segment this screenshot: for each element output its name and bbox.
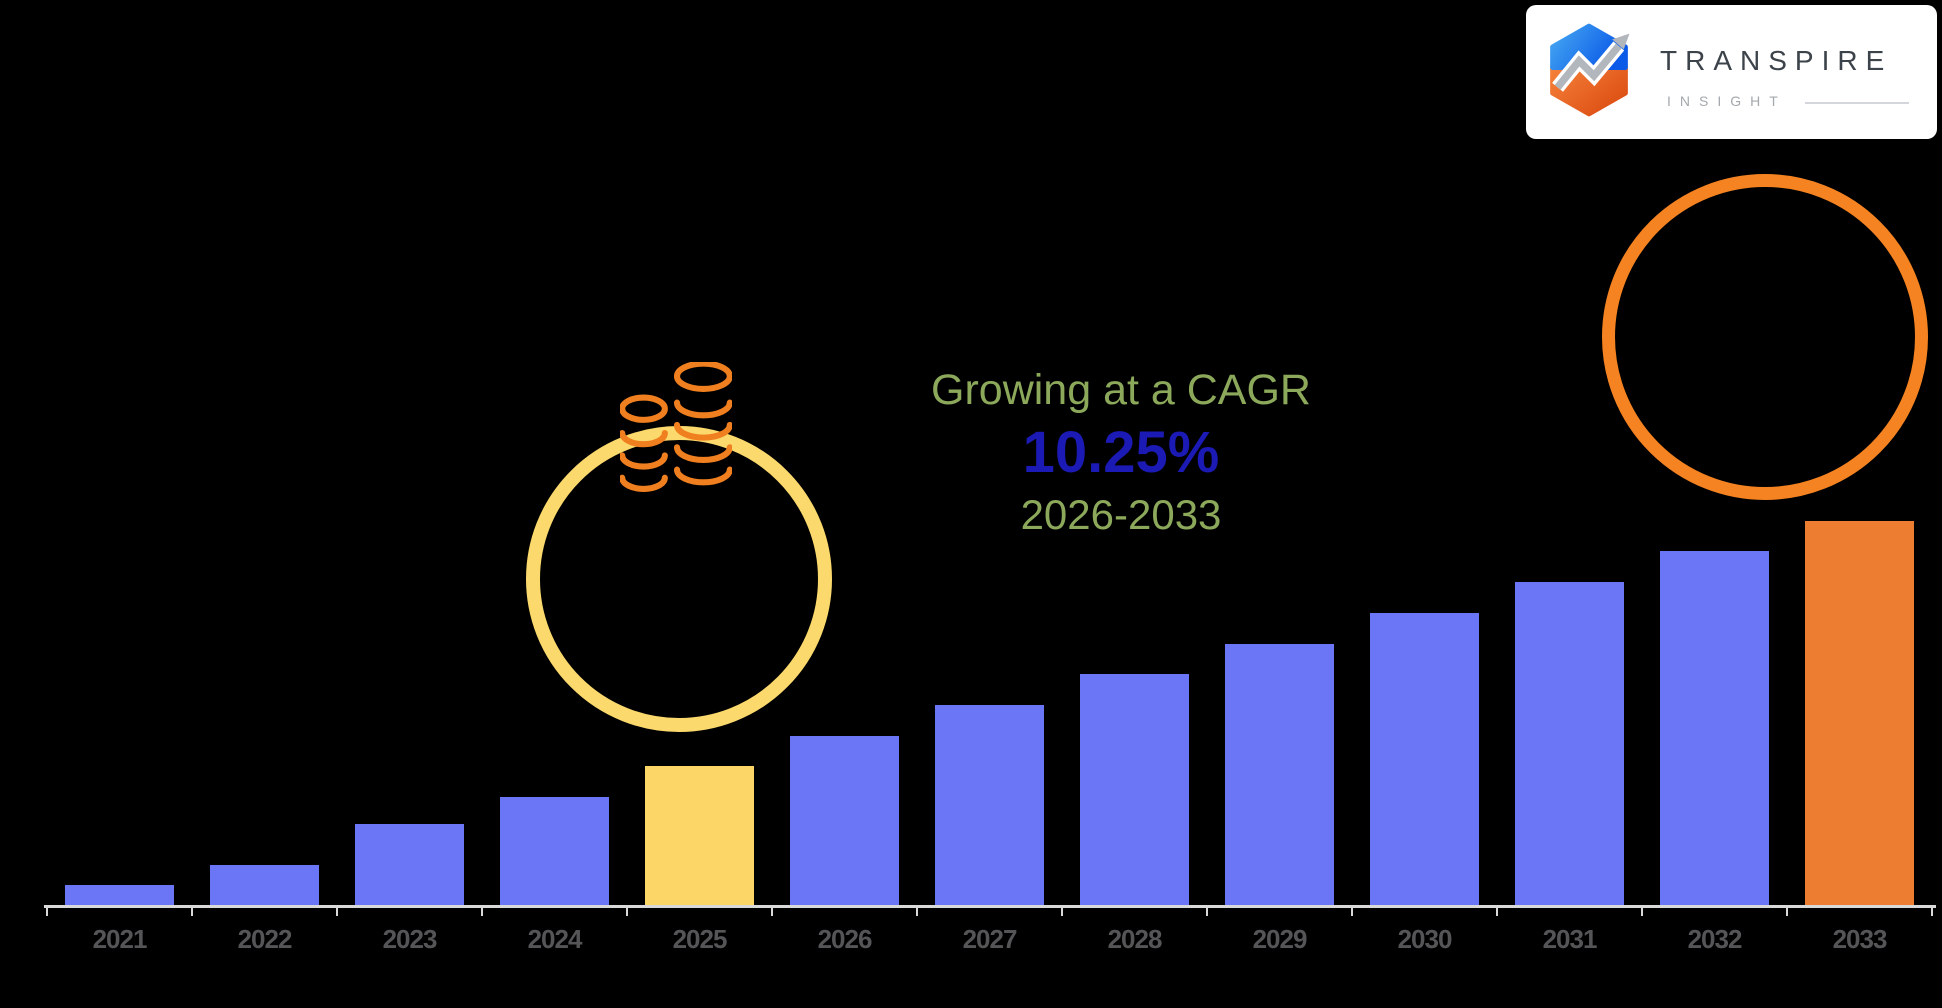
axis-tick	[1496, 907, 1498, 916]
axis-tick	[916, 907, 918, 916]
cagr-value: 10.25%	[1022, 420, 1220, 485]
bar-2032	[1660, 551, 1769, 905]
axis-tick	[481, 907, 483, 916]
axis-tick	[1206, 907, 1208, 916]
brand-logo-card: TRANSPIRE INSIGHT	[1526, 5, 1937, 139]
axis-label-2025: 2025	[672, 924, 728, 954]
axis-tick	[626, 907, 628, 916]
bar-2033	[1805, 521, 1914, 905]
logo-arrow-head	[1612, 33, 1630, 50]
axis-label-2026: 2026	[817, 924, 873, 954]
axis-label-2033: 2033	[1832, 924, 1888, 954]
axis-tick	[1931, 907, 1933, 916]
axis-tick	[1641, 907, 1643, 916]
logo-arrow-shaft	[1554, 43, 1622, 90]
brand-rule	[1805, 102, 1909, 104]
axis-tick	[336, 907, 338, 916]
axis-label-2030: 2030	[1397, 924, 1453, 954]
axis-label-2021: 2021	[92, 924, 148, 954]
axis-label-2022: 2022	[237, 924, 293, 954]
bar-2029	[1225, 644, 1334, 905]
bar-2028	[1080, 674, 1189, 905]
bar-2023	[355, 824, 464, 905]
axis-label-2031: 2031	[1542, 924, 1598, 954]
axis-tick	[191, 907, 193, 916]
bar-2021	[65, 885, 174, 905]
brand-name: TRANSPIRE	[1660, 45, 1893, 76]
axis-label-2028: 2028	[1107, 924, 1163, 954]
axis-label-2027: 2027	[962, 924, 1018, 954]
bar-2024	[500, 797, 609, 905]
cagr-period: 2026-2033	[1020, 491, 1222, 538]
transpire-logo-icon	[1550, 23, 1630, 117]
axis-tick	[771, 907, 773, 916]
axis-tick	[1061, 907, 1063, 916]
cagr-caption: Growing at a CAGR	[931, 366, 1311, 414]
bar-2022	[210, 865, 319, 905]
bar-2030	[1370, 613, 1479, 905]
axis-tick	[1786, 907, 1788, 916]
coins-icon	[620, 362, 732, 492]
axis-tick	[1351, 907, 1353, 916]
axis-label-2023: 2023	[382, 924, 438, 954]
axis-tick	[46, 907, 48, 916]
brand-subtitle: INSIGHT	[1667, 93, 1787, 109]
axis-label-2024: 2024	[527, 924, 583, 954]
axis-label-2029: 2029	[1252, 924, 1308, 954]
bar-2026	[790, 736, 899, 905]
x-axis-line	[44, 905, 1936, 908]
axis-label-2032: 2032	[1687, 924, 1743, 954]
bar-2027	[935, 705, 1044, 905]
bar-2031	[1515, 582, 1624, 905]
highlight-circle-2033	[1602, 174, 1928, 500]
bar-2025	[645, 766, 754, 905]
